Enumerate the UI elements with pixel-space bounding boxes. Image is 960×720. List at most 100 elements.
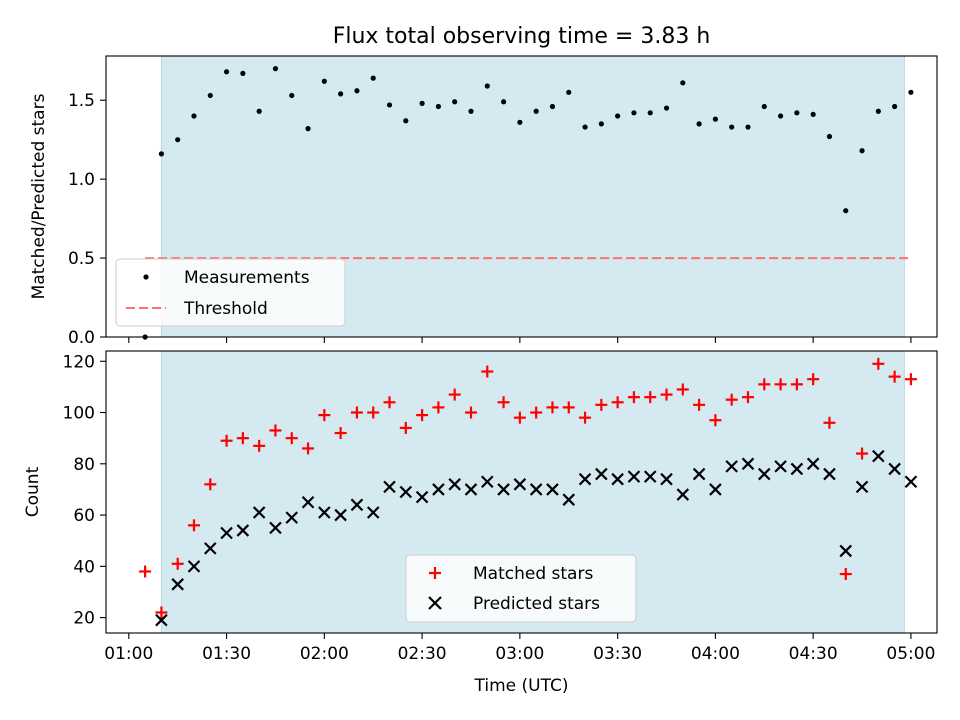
matched-star-point <box>139 565 152 578</box>
legend-matched-label: Matched stars <box>473 564 593 584</box>
predicted-star-point <box>823 467 836 481</box>
measurement-point <box>370 75 376 81</box>
matched-star-point <box>807 373 820 386</box>
matched-star-point <box>611 396 624 409</box>
x-tick-label: 03:30 <box>593 644 642 664</box>
matched-star-point <box>741 391 754 404</box>
top-y-ticks: 0.0 0.5 1.0 1.5 <box>68 91 106 348</box>
measurement-point <box>810 111 816 118</box>
measurement-point <box>386 102 393 108</box>
matched-star-point <box>334 427 347 440</box>
matched-star-point <box>220 434 233 447</box>
matched-star-point <box>693 398 706 411</box>
measurement-point <box>517 119 523 125</box>
matched-star-point <box>872 357 885 370</box>
matched-star-point <box>660 388 673 401</box>
measurement-point <box>598 121 604 127</box>
predicted-star-point <box>546 483 559 496</box>
predicted-star-point <box>464 483 478 496</box>
top-axes-frame <box>105 55 938 338</box>
measurement-point <box>745 124 751 130</box>
predicted-star-point <box>774 460 787 473</box>
measurement-point <box>272 66 279 72</box>
y-tick-label: 1.0 <box>68 170 95 190</box>
predicted-star-point <box>790 462 804 476</box>
matched-star-point <box>187 519 200 532</box>
legend-threshold-label: Threshold <box>183 299 268 319</box>
measurement-point <box>761 103 767 110</box>
predicted-star-point <box>709 483 722 496</box>
measurement-point <box>403 118 409 124</box>
measurement-point <box>794 110 800 116</box>
matched-star-point <box>758 378 771 391</box>
matched-star-point <box>383 396 396 409</box>
x-tick-label: 01:00 <box>104 644 153 664</box>
predicted-star-point <box>399 485 413 499</box>
measurement-point <box>207 92 213 99</box>
matched-star-point <box>676 383 689 396</box>
predicted-star-point <box>187 560 201 573</box>
matched-star-point <box>367 406 380 419</box>
matched-star-point <box>269 424 282 437</box>
y-tick-label: 100 <box>63 404 95 424</box>
x-tick-label: 03:00 <box>495 644 544 664</box>
measurement-point <box>289 92 295 99</box>
matched-star-point <box>399 421 412 434</box>
y-tick-label: 60 <box>73 506 95 526</box>
matched-star-point <box>546 401 559 414</box>
measurement-point <box>240 70 246 76</box>
top-legend: Measurements Threshold <box>115 258 346 327</box>
y-tick-label: 80 <box>73 455 95 475</box>
matched-star-point <box>497 396 510 409</box>
predicted-star-point <box>595 467 608 481</box>
predicted-star-point <box>611 472 624 486</box>
predicted-star-point <box>448 478 461 491</box>
legend-measurements-label: Measurements <box>184 268 310 288</box>
predicted-star-point <box>252 506 266 519</box>
predicted-star-point <box>676 488 690 501</box>
x-tick-label: 01:30 <box>202 644 251 664</box>
measurement-point <box>566 89 572 95</box>
predicted-star-point <box>301 495 315 509</box>
matched-star-point <box>416 409 429 422</box>
bottom-axes-frame <box>105 350 938 634</box>
matched-star-point <box>481 365 494 378</box>
predicted-star-point <box>366 506 380 519</box>
matched-star-point <box>253 439 266 452</box>
predicted-star-point <box>432 483 445 496</box>
measurement-point <box>908 89 914 95</box>
measurement-point <box>419 100 425 106</box>
predicted-star-point <box>415 490 429 504</box>
matched-star-point <box>725 393 738 406</box>
predicted-star-point <box>318 506 331 519</box>
predicted-star-point <box>806 457 820 471</box>
y-tick-label: 40 <box>73 557 95 577</box>
measurement-point <box>631 110 637 116</box>
measurement-point <box>826 133 833 140</box>
x-tick-label: 04:30 <box>789 644 838 664</box>
y-tick-label: 120 <box>63 352 95 372</box>
predicted-star-point <box>725 460 738 473</box>
matched-star-point <box>774 378 787 391</box>
measurement-point <box>712 116 719 122</box>
predicted-star-point <box>888 462 901 476</box>
matched-star-point <box>302 442 315 455</box>
matched-star-point <box>236 432 249 445</box>
matched-star-point <box>285 432 298 445</box>
matched-star-point <box>155 606 168 619</box>
predicted-star-point <box>481 475 494 489</box>
predicted-star-point <box>643 470 657 483</box>
y-tick-label: 1.5 <box>68 91 95 111</box>
predicted-star-point <box>236 524 250 537</box>
bottom-panel: 20 40 60 80 100 120 01:00 01:30 02:00 02:30 03:00… <box>23 350 938 696</box>
predicted-star-point <box>513 478 527 491</box>
measurement-point <box>729 124 735 130</box>
measurement-point <box>843 208 849 214</box>
measurement-point <box>191 113 197 119</box>
measurement-point <box>533 108 539 114</box>
predicted-star-point <box>627 470 641 483</box>
measurement-point <box>663 105 670 111</box>
measurement-point <box>484 83 490 89</box>
measurement-point <box>500 99 507 105</box>
